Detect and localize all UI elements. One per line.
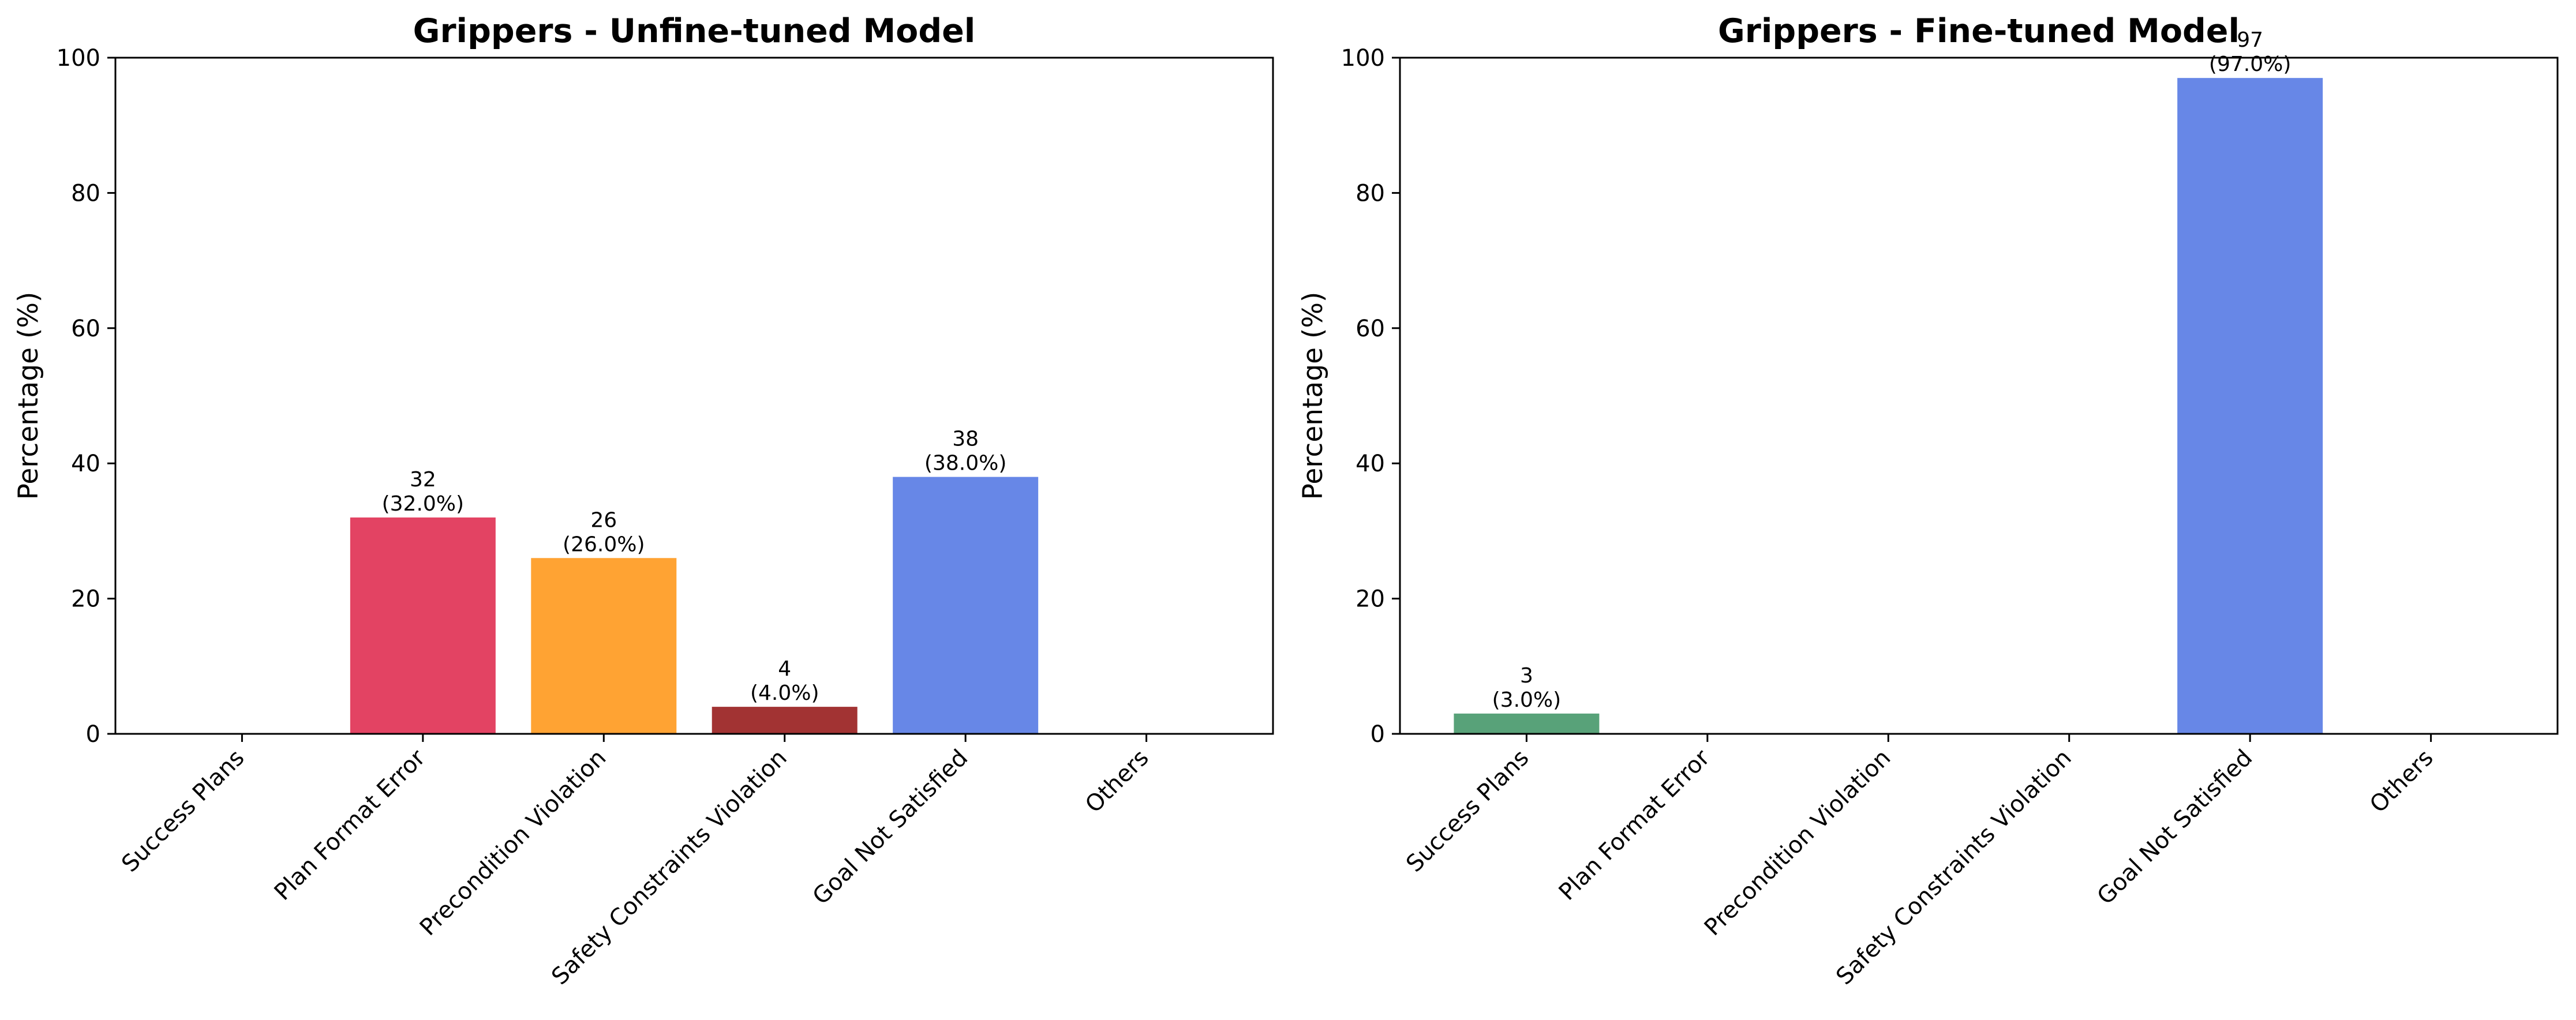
bar-goal-not-satisfied [893, 477, 1039, 734]
y-tick-group: 0 20 40 60 80 100 [57, 45, 115, 748]
bar-count-label: 4 [778, 657, 791, 681]
bar-success-plans [1454, 713, 1600, 734]
y-tick-label: 20 [1356, 586, 1385, 613]
bar-percent-label: (97.0%) [2209, 52, 2291, 76]
bar-percent-label: (4.0%) [750, 681, 819, 705]
y-tick-label: 20 [71, 586, 100, 613]
bar-percent-label: (3.0%) [1492, 688, 1562, 712]
bar-count-label: 26 [590, 508, 617, 532]
y-tick-label: 60 [71, 316, 100, 342]
bar-data-label-precondition-violation: 26 (26.0%) [563, 508, 645, 556]
y-axis-label: Percentage (%) [13, 292, 44, 500]
bar-data-label-success-plans: 3 (3.0%) [1492, 664, 1562, 712]
y-tick-label: 0 [86, 721, 100, 748]
bar-group [1454, 78, 2323, 734]
bar-data-label-safety-constraints-violation: 4 (4.0%) [750, 657, 819, 705]
bar-count-label: 3 [1520, 664, 1533, 688]
y-axis-label: Percentage (%) [1297, 292, 1329, 500]
bar-group [350, 477, 1039, 734]
bar-precondition-violation [531, 558, 677, 734]
bar-data-label-goal-not-satisfied: 38 (38.0%) [924, 427, 1006, 475]
y-tick-label: 0 [1371, 721, 1385, 748]
axes-frame [114, 57, 1274, 735]
bar-percent-label: (38.0%) [924, 452, 1006, 475]
bar-percent-label: (26.0%) [563, 532, 645, 556]
axes-frame [1399, 57, 2559, 735]
y-tick-group: 0 20 40 60 80 100 [1341, 45, 1400, 748]
bar-goal-not-satisfied [2177, 78, 2323, 734]
y-tick-label: 40 [71, 451, 100, 477]
bar-count-label: 32 [410, 468, 436, 492]
bar-count-label: 38 [952, 427, 979, 451]
y-tick-label: 40 [1356, 451, 1385, 477]
bar-count-label: 97 [2237, 28, 2263, 52]
bar-safety-constraints-violation [712, 707, 858, 734]
bar-data-label-plan-format-error: 32 (32.0%) [382, 468, 464, 516]
bar-data-label-goal-not-satisfied: 97 (97.0%) [2209, 28, 2291, 76]
chart-title: Grippers - Unfine-tuned Model [413, 12, 976, 50]
bar-label-group: 32 (32.0%) 26 (26.0%) 4 (4.0%) 38 (38.0%) [382, 427, 1007, 705]
y-tick-label: 100 [57, 45, 100, 72]
bar-percent-label: (32.0%) [382, 492, 464, 516]
bar-label-group: 3 (3.0%) 97 (97.0%) [1492, 28, 2292, 712]
y-tick-label: 80 [71, 180, 100, 207]
chart-title: Grippers - Fine-tuned Model [1718, 12, 2240, 50]
bar-plan-format-error [350, 517, 496, 734]
y-tick-label: 100 [1341, 45, 1385, 72]
y-tick-label: 60 [1356, 316, 1385, 342]
y-tick-label: 80 [1356, 180, 1385, 207]
